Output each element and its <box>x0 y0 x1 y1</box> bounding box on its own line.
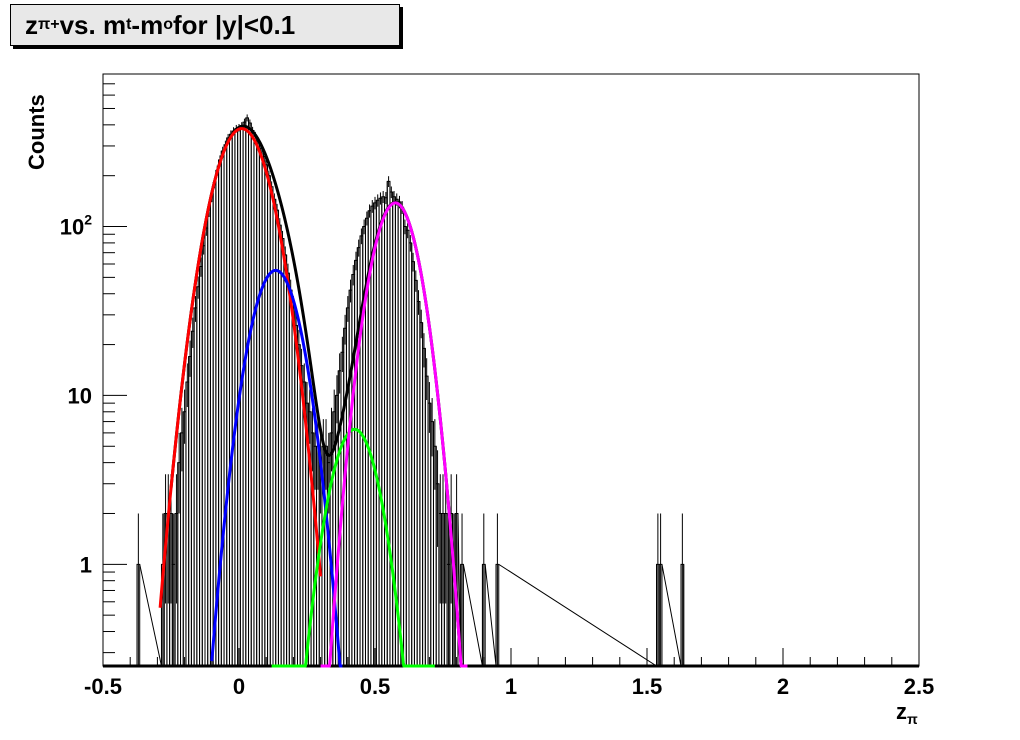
fit-curve <box>169 124 466 668</box>
fit-curve <box>210 268 344 668</box>
histogram-outline <box>103 117 919 667</box>
x-tick-label: 2 <box>777 674 789 699</box>
x-tick-label: 0 <box>233 674 245 699</box>
plot-frame <box>102 73 920 667</box>
x-tick-label: -0.5 <box>84 674 122 699</box>
histogram <box>103 114 919 668</box>
y-tick-label: 10 <box>68 383 92 408</box>
x-axis-title: zπ <box>896 699 918 727</box>
y-tick-labels: 1 10 102 <box>60 212 92 578</box>
fit-curve <box>158 127 323 608</box>
y-tick-label: 1 <box>80 552 92 577</box>
x-tick-label: 0.5 <box>360 674 391 699</box>
x-tick-label: 1 <box>505 674 517 699</box>
y-axis-title: Counts <box>24 94 49 170</box>
y-axis-ticks <box>103 73 127 654</box>
fit-curve <box>270 427 436 668</box>
fit-curve <box>319 201 469 668</box>
x-tick-label: 2.5 <box>904 674 935 699</box>
x-axis-ticks <box>102 648 920 666</box>
x-tick-labels: -0.5 0 0.5 1 1.5 2 2.5 <box>84 674 934 699</box>
chart-title: z π+ vs. m t -m o for |y|<0.1 <box>10 4 400 46</box>
y-tick-label: 102 <box>60 212 92 240</box>
fit-curves <box>158 124 469 668</box>
x-tick-label: 1.5 <box>632 674 663 699</box>
